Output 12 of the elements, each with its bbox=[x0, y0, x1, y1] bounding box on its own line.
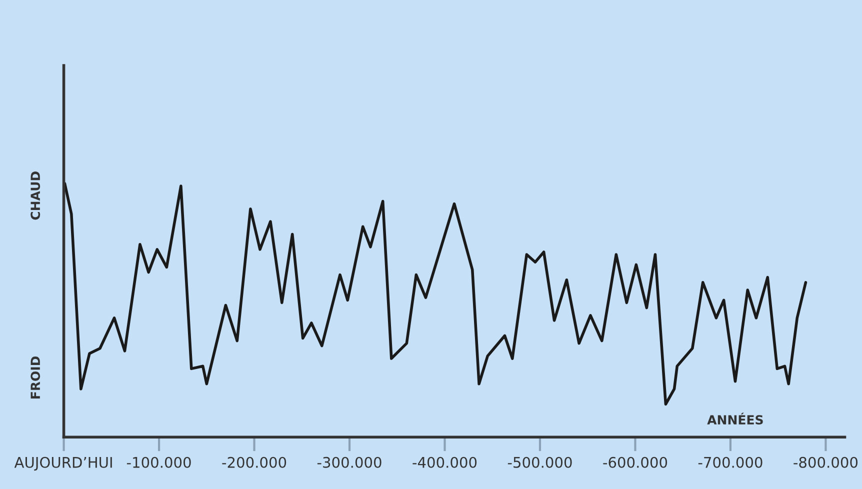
x-tick-label: -600.000 bbox=[603, 456, 668, 468]
x-tick-label: -400.000 bbox=[412, 456, 477, 468]
x-tick-label: -200.000 bbox=[222, 456, 286, 468]
x-tick-label: -500.000 bbox=[508, 456, 572, 468]
text: CHAUD bbox=[30, 172, 40, 220]
x-tick-label: -100.000 bbox=[126, 456, 191, 468]
x-tick-label: -800.000 bbox=[794, 456, 858, 468]
x-tick-label: -300.000 bbox=[317, 456, 382, 468]
x-tick-label: -700.000 bbox=[698, 456, 762, 468]
text: FROID bbox=[30, 356, 40, 398]
x-tick-label: AUJOURD’HUI bbox=[14, 456, 112, 471]
x-axis-title: ANNÉES bbox=[707, 412, 763, 425]
